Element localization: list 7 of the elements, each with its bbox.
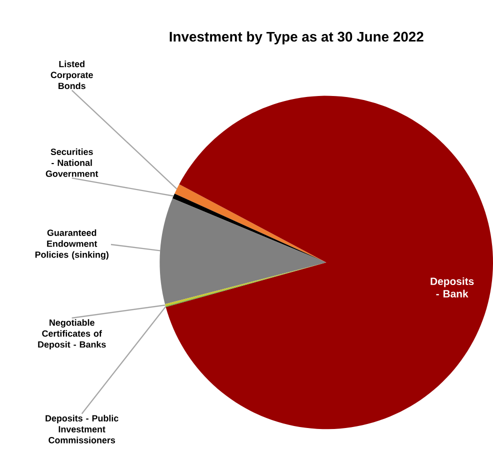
chart-title: Investment by Type as at 30 June 2022 (170, 31, 424, 44)
slice-label: Guaranteed Endowment Policies (sinking) (35, 229, 108, 260)
slice-label: Deposits - Bank (430, 277, 474, 298)
slice-label: Listed Corporate Bonds (50, 60, 93, 90)
slice-label: Securities - National Government (46, 148, 98, 177)
slice-label: Deposits - Public Investment Commissioners (46, 414, 118, 444)
slice-label: Negotiable Certificates of Deposit - Banks (38, 319, 106, 350)
